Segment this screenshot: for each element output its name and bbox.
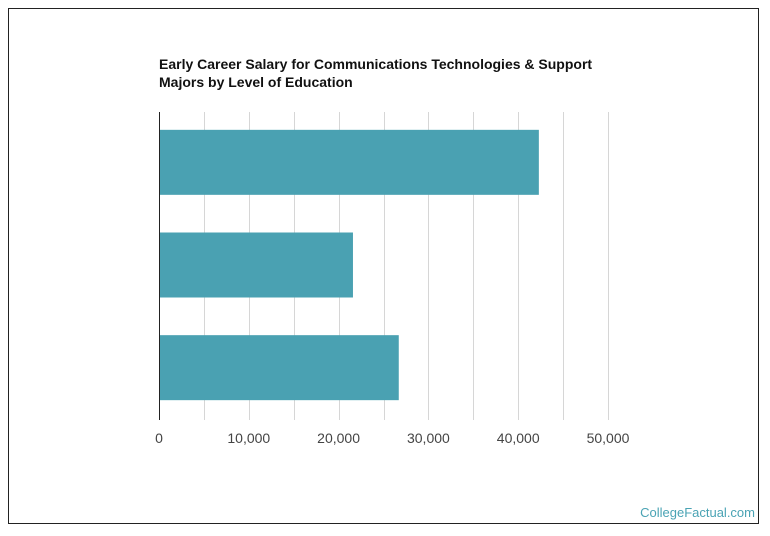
bar-3 (159, 335, 399, 401)
x-tick-label: 50,000 (587, 430, 630, 446)
bar-1 (159, 129, 539, 195)
x-tick-label: 20,000 (317, 430, 360, 446)
x-tick-label: 0 (155, 430, 163, 446)
chart-title-line-1: Early Career Salary for Communications T… (159, 56, 593, 72)
chart-title: Early Career Salary for Communications T… (159, 55, 619, 91)
source-credit: CollegeFactual.com (640, 505, 755, 520)
chart-frame (8, 8, 759, 524)
x-tick-label: 30,000 (407, 430, 450, 446)
bar-2 (159, 232, 353, 298)
x-tick-label: 40,000 (497, 430, 540, 446)
x-tick-label: 10,000 (227, 430, 270, 446)
chart-title-line-2: Majors by Level of Education (159, 74, 353, 90)
